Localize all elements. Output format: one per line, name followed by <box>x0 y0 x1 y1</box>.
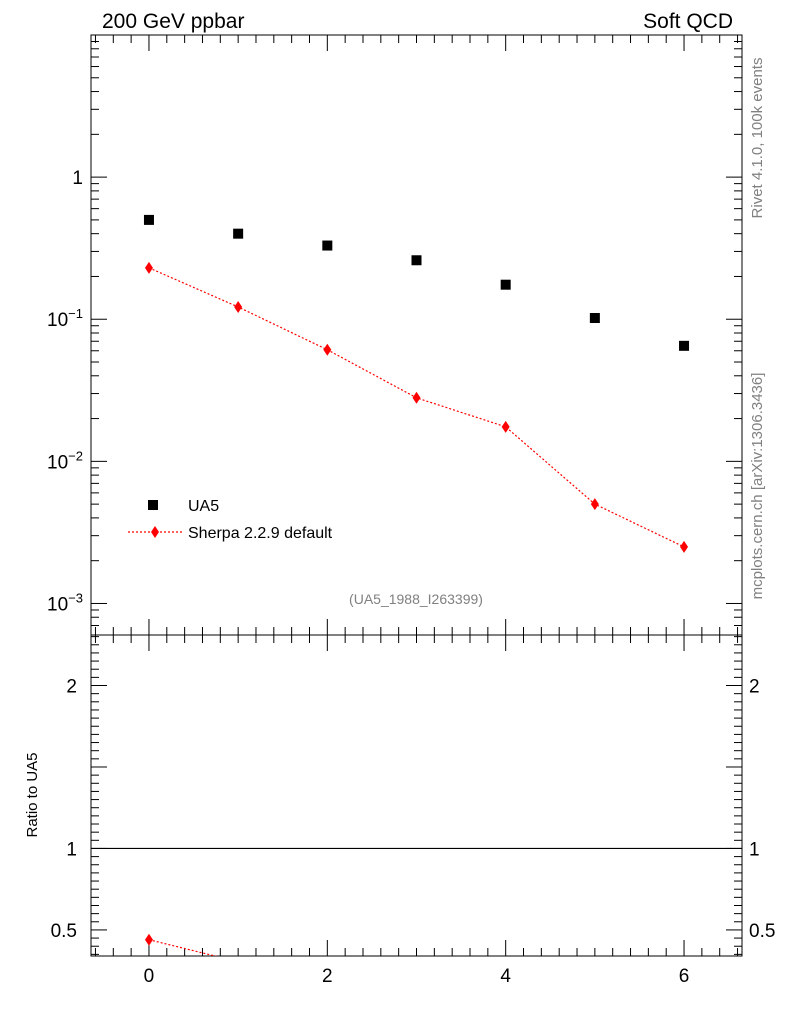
ua5-point <box>322 240 333 251</box>
x-tick-label-6: 6 <box>679 966 690 987</box>
ratio-y-tick-label-right-1: 1 <box>749 839 760 860</box>
legend-label-sherpa: Sherpa 2.2.9 default <box>188 525 333 542</box>
sherpa-point <box>144 261 153 274</box>
legend: UA5 Sherpa 2.2.9 default <box>128 498 333 542</box>
ratio-y-tick-label-right-2: 2 <box>749 677 760 698</box>
ua5-point <box>411 255 422 266</box>
y-tick-label-1e-1: 10−1 <box>47 306 83 331</box>
ratio-point <box>237 955 239 956</box>
ua5-point <box>589 313 600 324</box>
analysis-id-label: (UA5_1988_I263399) <box>349 591 483 607</box>
y-tick-label-1e-3: 10−3 <box>47 590 83 615</box>
ratio-axis-ticks <box>91 635 742 956</box>
mc-series-markers <box>144 261 689 553</box>
sherpa-point <box>234 300 243 313</box>
ua5-point <box>679 340 690 351</box>
sherpa-point <box>412 391 421 404</box>
legend-marker-ua5 <box>148 500 158 510</box>
mc-series-line <box>148 267 685 548</box>
sherpa-point <box>323 343 332 356</box>
y-tick-label-1: 1 <box>72 168 83 189</box>
legend-marker-sherpa <box>151 526 159 538</box>
ratio-series-line <box>148 939 218 956</box>
ua5-point <box>500 279 511 290</box>
sherpa-point <box>680 540 689 553</box>
legend-label-ua5: UA5 <box>188 498 219 515</box>
y-tick-label-1e-2: 10−2 <box>47 448 83 473</box>
ratio-y-tick-label-0.5: 0.5 <box>51 921 77 942</box>
x-tick-label-2: 2 <box>322 966 333 987</box>
header-right-title: Soft QCD <box>643 10 733 33</box>
ratio-panel-frame <box>90 634 743 957</box>
ratio-y-axis-title: Ratio to UA5 <box>24 752 41 837</box>
main-y-tick-labels: 1 10−1 10−2 10−3 <box>47 168 83 615</box>
ratio-point <box>144 933 153 946</box>
mcplots-label: mcplots.cern.ch [arXiv:1306.3436] <box>749 373 766 600</box>
ua5-point <box>143 214 154 225</box>
main-panel-frame <box>90 34 743 636</box>
data-series-markers <box>143 214 690 351</box>
main-axis-ticks <box>91 34 742 636</box>
ratio-y-tick-label-right-0.5: 0.5 <box>749 921 775 942</box>
x-tick-label-0: 0 <box>144 966 155 987</box>
ua5-point <box>233 228 244 239</box>
header-left-title: 200 GeV ppbar <box>102 10 244 33</box>
ratio-series-markers <box>144 933 239 956</box>
x-tick-label-4: 4 <box>500 966 511 987</box>
ratio-y-tick-label-1: 1 <box>66 839 77 860</box>
rivet-version-label: Rivet 4.1.0, 100k events <box>749 58 766 219</box>
ratio-y-tick-label-2: 2 <box>66 677 77 698</box>
sherpa-point <box>590 498 599 511</box>
sherpa-point <box>501 420 510 433</box>
